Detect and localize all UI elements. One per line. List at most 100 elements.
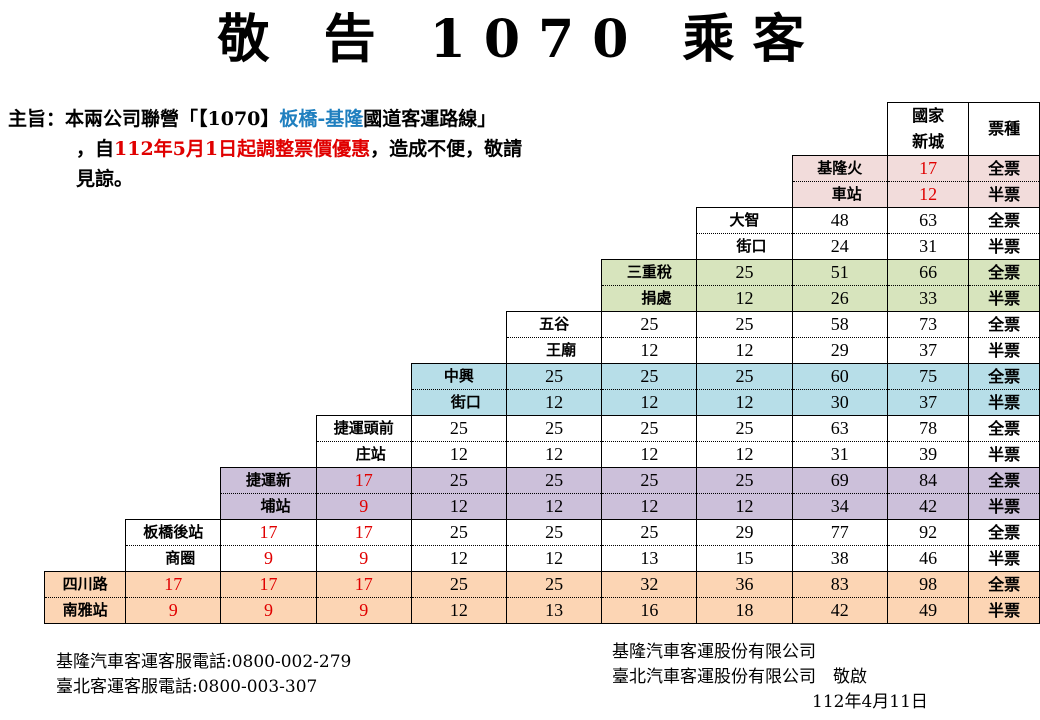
fare-cell: 66	[886, 259, 970, 286]
empty-cell	[45, 234, 126, 260]
station-label: 捷運頭前	[315, 415, 412, 442]
fare-cell: 17	[315, 571, 412, 598]
fare-cell: 36	[696, 571, 793, 598]
fare-cell: 37	[886, 337, 970, 364]
empty-cell	[792, 103, 887, 156]
empty-cell	[316, 364, 411, 390]
empty-cell	[316, 234, 411, 260]
empty-cell	[126, 390, 221, 416]
notice-line2-end: ，造成不便，敬請	[370, 138, 523, 160]
notice-prefix: 主旨：本兩公司聯營「【1070】	[8, 108, 280, 130]
empty-cell	[316, 103, 411, 156]
empty-cell	[45, 468, 126, 494]
empty-cell	[45, 103, 126, 156]
fare-cell: 25	[696, 363, 793, 390]
fare-cell: 12	[506, 493, 603, 520]
empty-cell	[45, 416, 126, 442]
fare-cell: 12	[696, 337, 793, 364]
empty-cell	[507, 260, 602, 286]
ticket-type-label: 半票	[968, 285, 1040, 312]
fare-cell: 29	[791, 337, 888, 364]
fare-cell: 25	[601, 415, 698, 442]
empty-cell	[221, 103, 316, 156]
empty-cell	[411, 208, 506, 234]
fare-cell: 92	[886, 519, 970, 546]
empty-cell	[697, 182, 792, 208]
empty-cell	[126, 103, 221, 156]
station-label: 南雅站	[43, 597, 127, 624]
fare-cell: 33	[886, 285, 970, 312]
empty-cell	[45, 442, 126, 468]
fare-cell: 25	[410, 519, 508, 546]
station-label: 街口	[696, 233, 793, 260]
empty-cell	[316, 338, 411, 364]
ticket-type-label: 半票	[968, 389, 1040, 416]
empty-cell	[221, 416, 316, 442]
empty-cell	[221, 390, 316, 416]
station-label: 車站	[791, 181, 888, 208]
fare-cell: 30	[791, 389, 888, 416]
fare-cell: 25	[601, 519, 698, 546]
empty-cell	[507, 286, 602, 312]
fare-cell: 17	[220, 519, 317, 546]
fare-cell: 12	[601, 389, 698, 416]
fare-cell: 12	[696, 389, 793, 416]
empty-cell	[45, 208, 126, 234]
ticket-type-label: 全票	[968, 259, 1040, 286]
empty-cell	[45, 364, 126, 390]
fare-cell: 12	[601, 441, 698, 468]
empty-cell	[507, 182, 602, 208]
fare-cell: 26	[791, 285, 888, 312]
empty-cell	[602, 182, 697, 208]
empty-cell	[45, 520, 126, 546]
fare-cell: 25	[410, 415, 508, 442]
fare-cell: 13	[601, 545, 698, 572]
empty-cell	[411, 286, 506, 312]
fare-cell: 12	[601, 337, 698, 364]
fare-cell: 12	[410, 597, 508, 624]
ticket-type-label: 全票	[968, 155, 1040, 182]
fare-cell: 9	[220, 597, 317, 624]
station-label: 五谷	[506, 311, 603, 338]
fare-cell: 49	[886, 597, 970, 624]
ticket-type-label: 全票	[968, 519, 1040, 546]
ticket-type-label: 半票	[968, 181, 1040, 208]
fare-cell: 25	[601, 363, 698, 390]
fare-cell: 17	[125, 571, 222, 598]
fare-cell: 73	[886, 311, 970, 338]
empty-cell	[411, 234, 506, 260]
fare-cell: 12	[410, 441, 508, 468]
ticket-type-label: 全票	[968, 311, 1040, 338]
station-label: 大智	[696, 207, 793, 234]
fare-cell: 29	[696, 519, 793, 546]
station-label: 庄站	[315, 441, 412, 468]
fare-cell: 63	[791, 415, 888, 442]
empty-cell	[411, 182, 506, 208]
fare-cell: 17	[220, 571, 317, 598]
empty-cell	[126, 442, 221, 468]
fare-cell: 25	[506, 467, 603, 494]
company-keelung: 基隆汽車客運股份有限公司	[612, 642, 816, 662]
fare-cell: 17	[315, 519, 412, 546]
fare-cell: 25	[696, 467, 793, 494]
ticket-type-label: 半票	[968, 337, 1040, 364]
fare-cell: 24	[791, 233, 888, 260]
empty-cell	[221, 208, 316, 234]
fare-cell: 12	[696, 493, 793, 520]
empty-cell	[221, 182, 316, 208]
fare-cell: 12	[410, 545, 508, 572]
empty-cell	[221, 260, 316, 286]
fare-cell: 15	[696, 545, 793, 572]
notice-change: 112年5月1日起調整票價優惠	[114, 138, 371, 160]
empty-cell	[221, 442, 316, 468]
notice-line3: 見諒。	[76, 168, 134, 190]
fare-cell: 25	[696, 259, 793, 286]
empty-cell	[602, 234, 697, 260]
fare-cell: 25	[410, 571, 508, 598]
fare-cell: 12	[410, 493, 508, 520]
empty-cell	[411, 312, 506, 338]
fare-cell: 38	[791, 545, 888, 572]
fare-cell: 63	[886, 207, 970, 234]
empty-cell	[411, 338, 506, 364]
empty-cell	[411, 260, 506, 286]
